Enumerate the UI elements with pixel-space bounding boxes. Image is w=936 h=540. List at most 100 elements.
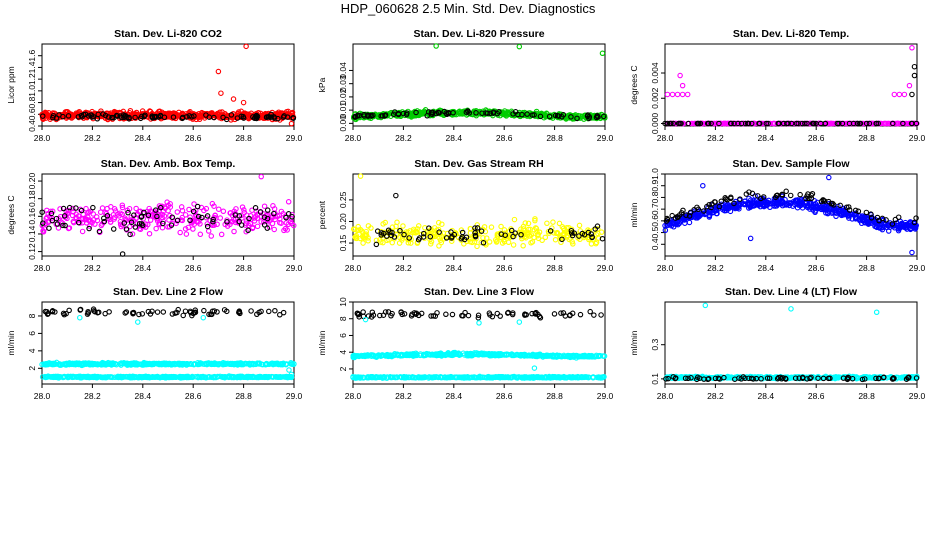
y-tick-label: 0.03	[338, 75, 348, 92]
x-tick-label: 29.0	[597, 263, 614, 273]
data-point	[249, 207, 255, 213]
data-point	[405, 240, 412, 246]
data-point	[245, 227, 251, 234]
data-point	[174, 217, 181, 224]
data-point	[82, 216, 89, 222]
data-point	[399, 237, 405, 243]
data-point	[70, 218, 77, 225]
x-tick-label: 29.0	[909, 263, 926, 273]
x-tick-label: 28.6	[496, 133, 513, 143]
data-point	[132, 224, 139, 230]
data-point	[119, 251, 126, 257]
data-point	[97, 209, 104, 215]
data-point	[217, 215, 224, 221]
data-point	[178, 217, 184, 223]
data-point	[668, 120, 674, 127]
x-tick-label: 28.4	[758, 133, 775, 143]
data-point	[533, 108, 540, 115]
data-point	[891, 91, 898, 98]
y-tick-label: 0.6	[27, 108, 37, 120]
data-point	[131, 212, 137, 218]
data-point	[515, 111, 521, 118]
data-point	[839, 120, 846, 127]
x-tick-label: 28.8	[546, 391, 563, 401]
y-tick-label: 2	[27, 366, 37, 371]
data-point	[875, 120, 881, 127]
x-tick-label: 28.4	[446, 133, 463, 143]
data-point	[149, 113, 155, 119]
plot-frame	[41, 43, 295, 127]
x-tick-label: 28.4	[135, 133, 152, 143]
y-axis-label: degrees C	[629, 65, 639, 104]
data-point	[159, 224, 166, 231]
data-point	[191, 113, 197, 119]
x-tick-label: 28.6	[185, 391, 202, 401]
x-tick-label: 28.0	[34, 263, 51, 273]
data-point	[160, 309, 167, 315]
data-point	[510, 242, 517, 248]
data-point	[39, 209, 45, 215]
x-tick-label: 28.2	[84, 263, 101, 273]
data-point	[153, 225, 159, 232]
data-point	[282, 225, 289, 232]
data-point	[209, 200, 216, 207]
data-point	[511, 216, 518, 223]
data-point	[180, 312, 186, 319]
data-point	[236, 218, 242, 225]
x-tick-label: 28.6	[185, 133, 202, 143]
data-point	[102, 310, 108, 317]
data-point	[258, 219, 264, 225]
data-point	[677, 120, 683, 127]
y-tick-label: 0.00	[338, 115, 348, 132]
plot-frame	[352, 43, 606, 127]
chart-title: Stan. Dev. Amb. Box Temp.	[101, 158, 236, 170]
data-point	[479, 110, 485, 116]
data-point	[911, 72, 918, 79]
x-tick-label: 28.2	[707, 263, 724, 273]
data-point	[249, 225, 256, 232]
data-point	[863, 120, 870, 127]
data-point	[182, 212, 189, 218]
x-tick-label: 28.6	[185, 263, 202, 273]
data-point	[141, 209, 147, 216]
data-point	[86, 209, 92, 215]
data-point	[240, 99, 247, 106]
data-point	[902, 120, 908, 127]
data-point	[264, 215, 271, 222]
data-point	[168, 222, 175, 228]
x-tick-label: 28.0	[34, 391, 51, 401]
data-point	[240, 113, 246, 120]
x-tick-label: 28.8	[235, 391, 252, 401]
data-point	[537, 113, 544, 120]
data-point	[187, 217, 193, 224]
y-tick-label: 0.004	[650, 62, 660, 84]
x-tick-label: 28.2	[395, 263, 412, 273]
data-point	[911, 63, 918, 70]
x-tick-label: 28.0	[345, 133, 362, 143]
data-point	[443, 110, 449, 116]
y-tick-label: 1.4	[27, 61, 37, 73]
data-point	[174, 209, 181, 215]
data-point	[129, 231, 136, 237]
data-point	[60, 205, 67, 212]
data-point	[569, 239, 575, 245]
x-tick-label: 28.8	[858, 263, 875, 273]
data-point	[716, 120, 722, 127]
y-tick-label: 1.0	[27, 85, 37, 97]
chart-panel-3: Stan. Dev. Li-820 Temp.28.0 28.2 28.4 28.6 2…	[629, 28, 926, 143]
x-tick-label: 28.4	[135, 263, 152, 273]
x-tick-label: 28.0	[345, 263, 362, 273]
data-point	[731, 120, 737, 127]
data-point	[574, 115, 580, 122]
x-tick-label: 28.6	[496, 263, 513, 273]
x-tick-label: 28.0	[345, 391, 362, 401]
chart-title: Stan. Dev. Sample Flow	[732, 158, 850, 170]
x-tick-label: 28.2	[84, 391, 101, 401]
data-point	[382, 112, 389, 118]
data-point	[182, 226, 189, 232]
chart-title: Stan. Dev. Gas Stream RH	[414, 158, 543, 170]
data-point	[83, 205, 89, 212]
data-point	[870, 120, 876, 127]
data-point	[90, 204, 96, 211]
data-point	[190, 226, 196, 232]
